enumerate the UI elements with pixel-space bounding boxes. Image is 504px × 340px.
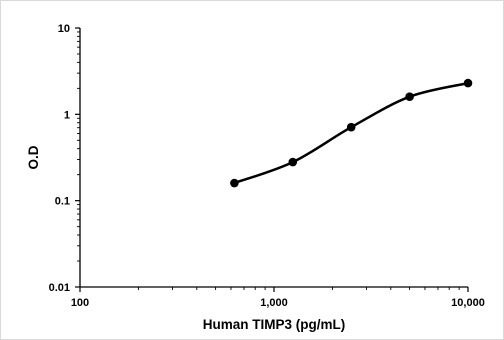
y-axis-title: O.D [26, 145, 41, 169]
data-point [288, 157, 298, 167]
data-point [230, 178, 239, 188]
axes [79, 28, 468, 288]
y-tick-label: 10 [58, 23, 70, 35]
x-tick-label: 10,000 [451, 297, 485, 309]
series-markers [230, 78, 473, 188]
x-tick-label: 1,000 [260, 297, 288, 309]
x-axis-ticks: 100 1,000 10,000 [71, 287, 485, 309]
y-tick-label: 0.1 [55, 196, 70, 208]
y-axis-ticks: 10 1 0.1 0.01 [49, 23, 80, 294]
x-tick-label: 100 [71, 297, 89, 309]
data-point [405, 92, 414, 102]
y-tick-label: 1 [64, 109, 70, 121]
data-point [463, 78, 473, 88]
x-axis-title: Human TIMP3 (pg/mL) [203, 317, 346, 332]
data-point [346, 122, 356, 132]
y-tick-label: 0.01 [49, 282, 70, 294]
series-line [233, 81, 469, 185]
